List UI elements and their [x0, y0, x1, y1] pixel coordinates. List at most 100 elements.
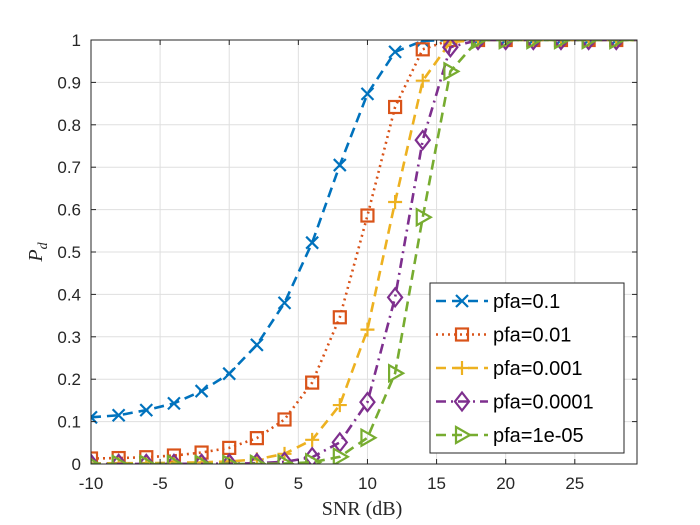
data-point: [360, 427, 378, 448]
legend-marker: [454, 425, 473, 445]
triangle-marker-shape: [360, 427, 378, 448]
x-tick-label: 10: [358, 474, 377, 493]
triangle-marker-shape: [470, 40, 489, 50]
diamond-marker-shape: [248, 452, 266, 464]
data-point: [581, 40, 599, 50]
data-point: [580, 40, 598, 51]
data-point: [415, 207, 433, 228]
y-tick-label: 0.4: [57, 285, 81, 304]
data-point: [469, 40, 487, 51]
data-point: [305, 235, 319, 250]
diamond-marker-shape: [220, 452, 238, 464]
plus-marker-shape: [360, 322, 375, 337]
y-tick-label: 0.3: [57, 328, 81, 347]
legend-item: pfa=1e-05: [436, 425, 584, 447]
data-point: [441, 40, 459, 58]
x-tick-label: 0: [224, 474, 233, 493]
legend-marker: [454, 327, 470, 342]
data-point: [414, 129, 432, 151]
y-tick-label: 0.1: [57, 413, 81, 432]
x-marker-shape: [415, 40, 430, 48]
legend-marker: [455, 294, 469, 308]
legend-label: pfa=0.1: [493, 291, 560, 313]
y-tick-label: 0.2: [57, 370, 81, 389]
diamond-marker-shape: [193, 452, 210, 464]
x-marker-shape: [139, 403, 154, 417]
legend-item: pfa=0.0001: [436, 390, 594, 414]
x-marker-shape: [333, 158, 347, 172]
data-point: [524, 40, 542, 51]
y-axis-label-main: P: [25, 249, 47, 262]
diamond-marker-shape: [441, 40, 459, 58]
y-tick-label: 0: [72, 455, 81, 474]
legend: pfa=0.1 pfa=0.01 pfa=0.001 pfa=0.0001 pfa=1e…: [429, 282, 625, 454]
x-tick-label: 15: [427, 474, 446, 493]
legend-item: pfa=0.001: [436, 358, 583, 380]
x-marker-shape: [455, 294, 469, 308]
plus-marker-shape: [332, 398, 347, 413]
y-tick-label: 1: [72, 31, 81, 50]
data-point: [250, 338, 264, 352]
square-marker-shape: [415, 42, 430, 57]
triangle-marker-shape: [91, 458, 102, 464]
x-marker-shape: [167, 396, 181, 411]
x-marker-shape: [277, 296, 292, 310]
plus-marker-shape: [388, 194, 403, 209]
data-point: [552, 40, 570, 51]
data-point: [526, 40, 544, 50]
diamond-marker-shape: [607, 40, 625, 51]
data-point: [443, 61, 461, 82]
data-point: [305, 432, 320, 447]
data-point: [415, 73, 430, 88]
plus-marker-shape: [455, 361, 469, 375]
square-marker-shape: [277, 412, 292, 427]
triangle-marker-shape: [498, 40, 516, 50]
y-axis-label-subscript: d: [36, 241, 51, 249]
diamond-marker-shape: [580, 40, 598, 51]
triangle-marker-shape: [415, 207, 433, 228]
triangle-marker-shape: [454, 425, 473, 445]
square-marker-shape: [454, 327, 470, 342]
x-tick-label: -10: [79, 474, 104, 493]
data-point: [111, 408, 126, 423]
data-point: [139, 403, 154, 417]
legend-item: pfa=0.1: [436, 291, 560, 313]
data-point: [388, 99, 403, 115]
x-marker-shape: [388, 45, 402, 59]
square-marker-shape: [332, 310, 347, 325]
diamond-marker-shape: [414, 129, 432, 151]
tick-marks: [90, 39, 637, 465]
y-axis-label: Pd: [25, 241, 51, 262]
diamond-marker-shape: [276, 451, 293, 464]
triangle-marker-shape: [609, 40, 627, 50]
plus-marker-shape: [415, 73, 430, 88]
x-tick-label: -5: [153, 474, 168, 493]
triangle-marker-shape: [305, 452, 323, 464]
x-marker-shape: [222, 366, 237, 381]
data-point: [332, 446, 351, 464]
legend-label: pfa=0.001: [493, 358, 583, 380]
x-marker-shape: [194, 384, 209, 398]
data-point: [167, 396, 181, 411]
x-tick-label: 20: [496, 474, 515, 493]
y-tick-label: 0.6: [57, 201, 81, 220]
square-marker-shape: [91, 451, 99, 464]
data-point: [277, 412, 292, 427]
data-point: [498, 40, 516, 50]
triangle-marker-shape: [443, 61, 461, 82]
x-tick-label: 5: [294, 474, 303, 493]
triangle-marker-shape: [332, 446, 351, 464]
plus-marker-shape: [305, 432, 320, 447]
legend-marker: [455, 361, 469, 375]
data-point: [220, 452, 238, 464]
square-marker-shape: [305, 375, 320, 390]
legend-item: pfa=0.01: [436, 325, 571, 347]
data-point: [386, 286, 404, 309]
y-tick-label: 0.5: [57, 243, 81, 262]
diamond-marker-shape: [386, 286, 404, 309]
data-point: [388, 363, 406, 384]
square-marker-shape: [388, 99, 403, 115]
data-point: [360, 87, 375, 101]
diamond-marker-shape: [359, 391, 376, 413]
